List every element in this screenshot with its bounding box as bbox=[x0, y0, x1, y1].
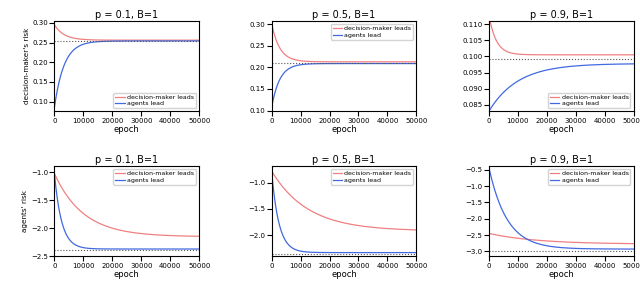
Legend: decision-maker leads, agents lead: decision-maker leads, agents lead bbox=[548, 169, 630, 184]
Title: p = 0.9, B=1: p = 0.9, B=1 bbox=[530, 155, 593, 165]
Legend: decision-maker leads, agents lead: decision-maker leads, agents lead bbox=[113, 169, 196, 184]
X-axis label: epoch: epoch bbox=[331, 125, 357, 134]
Legend: decision-maker leads, agents lead: decision-maker leads, agents lead bbox=[113, 93, 196, 108]
X-axis label: epoch: epoch bbox=[548, 270, 574, 279]
Legend: decision-maker leads, agents lead: decision-maker leads, agents lead bbox=[331, 24, 413, 40]
Y-axis label: decision-maker's risk: decision-maker's risk bbox=[24, 28, 29, 104]
X-axis label: epoch: epoch bbox=[114, 270, 140, 279]
Title: p = 0.5, B=1: p = 0.5, B=1 bbox=[312, 10, 376, 20]
Title: p = 0.9, B=1: p = 0.9, B=1 bbox=[530, 10, 593, 20]
Legend: decision-maker leads, agents lead: decision-maker leads, agents lead bbox=[331, 169, 413, 184]
X-axis label: epoch: epoch bbox=[114, 125, 140, 134]
X-axis label: epoch: epoch bbox=[548, 125, 574, 134]
Title: p = 0.1, B=1: p = 0.1, B=1 bbox=[95, 10, 158, 20]
Y-axis label: agents' risk: agents' risk bbox=[22, 190, 28, 232]
Title: p = 0.5, B=1: p = 0.5, B=1 bbox=[312, 155, 376, 165]
Title: p = 0.1, B=1: p = 0.1, B=1 bbox=[95, 155, 158, 165]
X-axis label: epoch: epoch bbox=[331, 270, 357, 279]
Legend: decision-maker leads, agents lead: decision-maker leads, agents lead bbox=[548, 93, 630, 108]
